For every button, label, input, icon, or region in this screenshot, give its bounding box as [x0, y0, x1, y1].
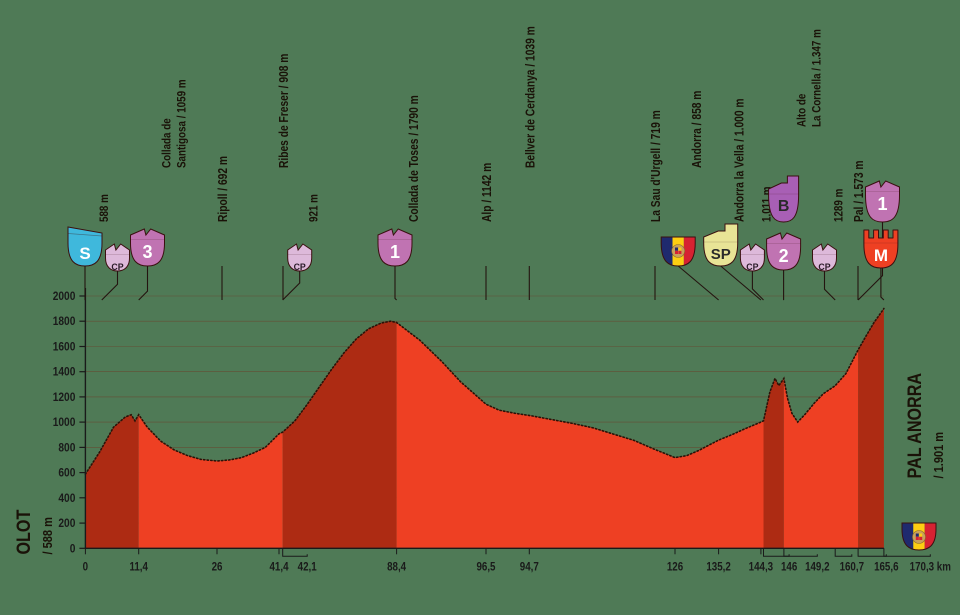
- svg-text:42,1: 42,1: [298, 561, 317, 574]
- svg-text:Ripoll / 692 m: Ripoll / 692 m: [217, 156, 230, 222]
- svg-text:600: 600: [58, 467, 75, 480]
- svg-text:Santigosa / 1059 m: Santigosa / 1059 m: [176, 79, 189, 168]
- svg-text:S: S: [79, 244, 90, 263]
- svg-text:CP: CP: [746, 262, 758, 272]
- svg-text:La Sau d'Urgell / 719 m: La Sau d'Urgell / 719 m: [650, 110, 663, 222]
- svg-text:1600: 1600: [53, 341, 76, 354]
- svg-text:146: 146: [781, 561, 797, 574]
- svg-text:Ribes de Freser / 908 m: Ribes de Freser / 908 m: [278, 54, 291, 168]
- svg-text:PAL ANORRA: PAL ANORRA: [904, 373, 926, 479]
- svg-text:CP: CP: [818, 262, 830, 272]
- svg-text:921 m: 921 m: [308, 194, 321, 222]
- svg-text:Andorra la Vella / 1.000 m: Andorra la Vella / 1.000 m: [734, 98, 747, 222]
- svg-text:3: 3: [142, 242, 152, 262]
- svg-text:Andorra / 858 m: Andorra / 858 m: [691, 91, 704, 168]
- svg-text:11,4: 11,4: [129, 561, 148, 574]
- svg-text:135,2: 135,2: [706, 561, 730, 574]
- svg-text:170,3 km: 170,3 km: [910, 561, 951, 574]
- svg-text:1400: 1400: [53, 366, 76, 379]
- svg-text:41,4: 41,4: [269, 561, 288, 574]
- svg-text:Collada de Toses / 1790 m: Collada de Toses / 1790 m: [408, 95, 421, 222]
- svg-text:OLOT: OLOT: [13, 509, 35, 554]
- svg-text:1289 m: 1289 m: [833, 188, 846, 222]
- svg-text:/ 1.901 m: / 1.901 m: [931, 432, 946, 479]
- svg-text:Pal / 1.573 m: Pal / 1.573 m: [853, 161, 866, 222]
- svg-text:M: M: [874, 246, 888, 265]
- svg-text:Collada de: Collada de: [161, 118, 174, 168]
- svg-text:2: 2: [779, 246, 789, 266]
- svg-text:588 m: 588 m: [98, 194, 111, 222]
- svg-text:Alto de: Alto de: [796, 94, 809, 127]
- svg-text:149,2: 149,2: [805, 561, 829, 574]
- svg-text:160,7: 160,7: [840, 561, 864, 574]
- svg-text:126: 126: [667, 561, 683, 574]
- svg-text:CP: CP: [294, 262, 306, 272]
- svg-text:1800: 1800: [53, 316, 76, 329]
- svg-text:2000: 2000: [53, 290, 76, 303]
- svg-text:0: 0: [70, 543, 76, 556]
- svg-text:Alp / 1142 m: Alp / 1142 m: [481, 163, 494, 222]
- svg-text:26: 26: [212, 561, 223, 574]
- svg-text:Bellver de Cerdanya / 1039 m: Bellver de Cerdanya / 1039 m: [524, 26, 537, 168]
- svg-text:0: 0: [83, 561, 88, 574]
- svg-text:B: B: [778, 198, 790, 215]
- svg-text:144,3: 144,3: [749, 561, 773, 574]
- svg-text:/ 588 m: / 588 m: [40, 517, 55, 554]
- svg-text:CP: CP: [111, 262, 123, 272]
- svg-text:96,5: 96,5: [476, 561, 495, 574]
- svg-text:1: 1: [390, 242, 400, 262]
- svg-text:200: 200: [58, 517, 75, 530]
- svg-text:1200: 1200: [53, 391, 76, 404]
- svg-text:400: 400: [58, 492, 75, 505]
- svg-text:800: 800: [58, 442, 75, 455]
- svg-text:94,7: 94,7: [520, 561, 539, 574]
- svg-text:88,4: 88,4: [387, 561, 406, 574]
- svg-text:La Cornella / 1.347 m: La Cornella / 1.347 m: [811, 29, 824, 127]
- svg-text:165,6: 165,6: [874, 561, 898, 574]
- svg-text:1000: 1000: [53, 416, 76, 429]
- svg-text:SP: SP: [711, 246, 731, 263]
- svg-text:1: 1: [877, 194, 887, 214]
